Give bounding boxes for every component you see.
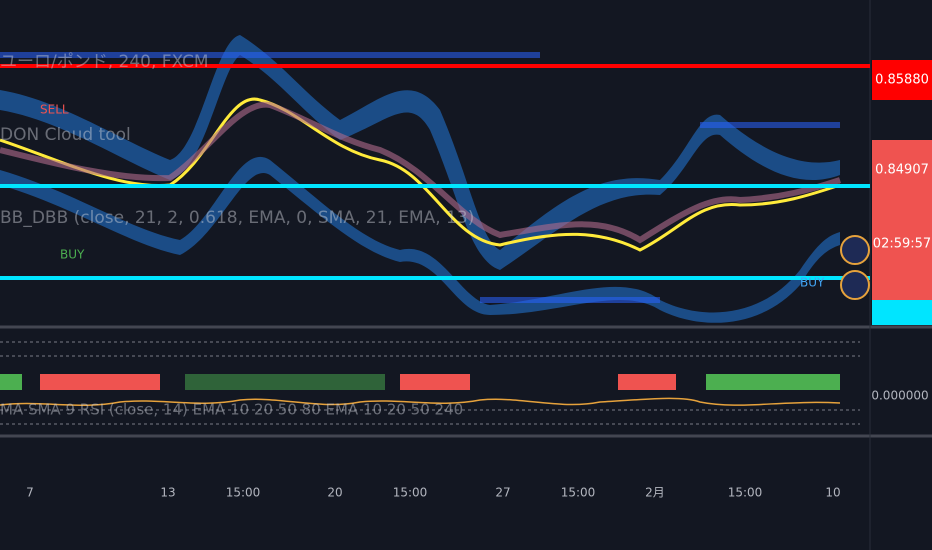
buy-signal: BUY [60, 248, 85, 262]
time-label: 15:00 [226, 486, 261, 500]
time-label: 27 [495, 486, 510, 500]
indicator-value: 0.000000 [871, 389, 928, 403]
price-label: 0.84907 [875, 163, 929, 178]
time-label: 15:00 [728, 486, 763, 500]
price-label-box [872, 60, 932, 100]
buy-signal: BUY [800, 276, 825, 290]
icon [840, 235, 870, 265]
signal-bar [0, 374, 22, 390]
signal-bar [618, 374, 676, 390]
signal-bar [185, 374, 385, 390]
time-axis: 7 13 15:00 20 15:00 27 15:00 2月 15:00 10 [26, 486, 840, 500]
price-label-box [872, 300, 932, 325]
symbol-legend: ユーロ/ポンド, 240, FXCM [0, 52, 209, 72]
countdown-label: 02:59:57 [873, 237, 931, 252]
time-label: 15:00 [561, 486, 596, 500]
time-label: 13 [160, 486, 175, 500]
icon [840, 270, 870, 300]
time-label: 7 [26, 486, 34, 500]
upper-band [0, 35, 840, 270]
ma-line [0, 97, 841, 252]
sell-signal: SELL [40, 103, 69, 117]
time-label: 10 [825, 486, 840, 500]
oscillator-line [0, 397, 841, 406]
time-label: 2月 [645, 486, 665, 500]
price-label: 0.85880 [875, 73, 929, 88]
indicator-legend: DON Cloud tool [0, 125, 131, 145]
time-label: 20 [327, 486, 342, 500]
indicator-legend: BB_DBB (close, 21, 2, 0.618, EMA, 0, SMA… [0, 208, 474, 228]
price-label-box [872, 140, 932, 300]
lower-band [0, 156, 840, 323]
signal-bar [40, 374, 160, 390]
indicator-legend: MA SMA 9 RSI (close, 14) EMA 10 20 50 80… [0, 401, 463, 419]
signal-bar [706, 374, 840, 390]
signal-bar [400, 374, 470, 390]
time-label: 15:00 [393, 486, 428, 500]
